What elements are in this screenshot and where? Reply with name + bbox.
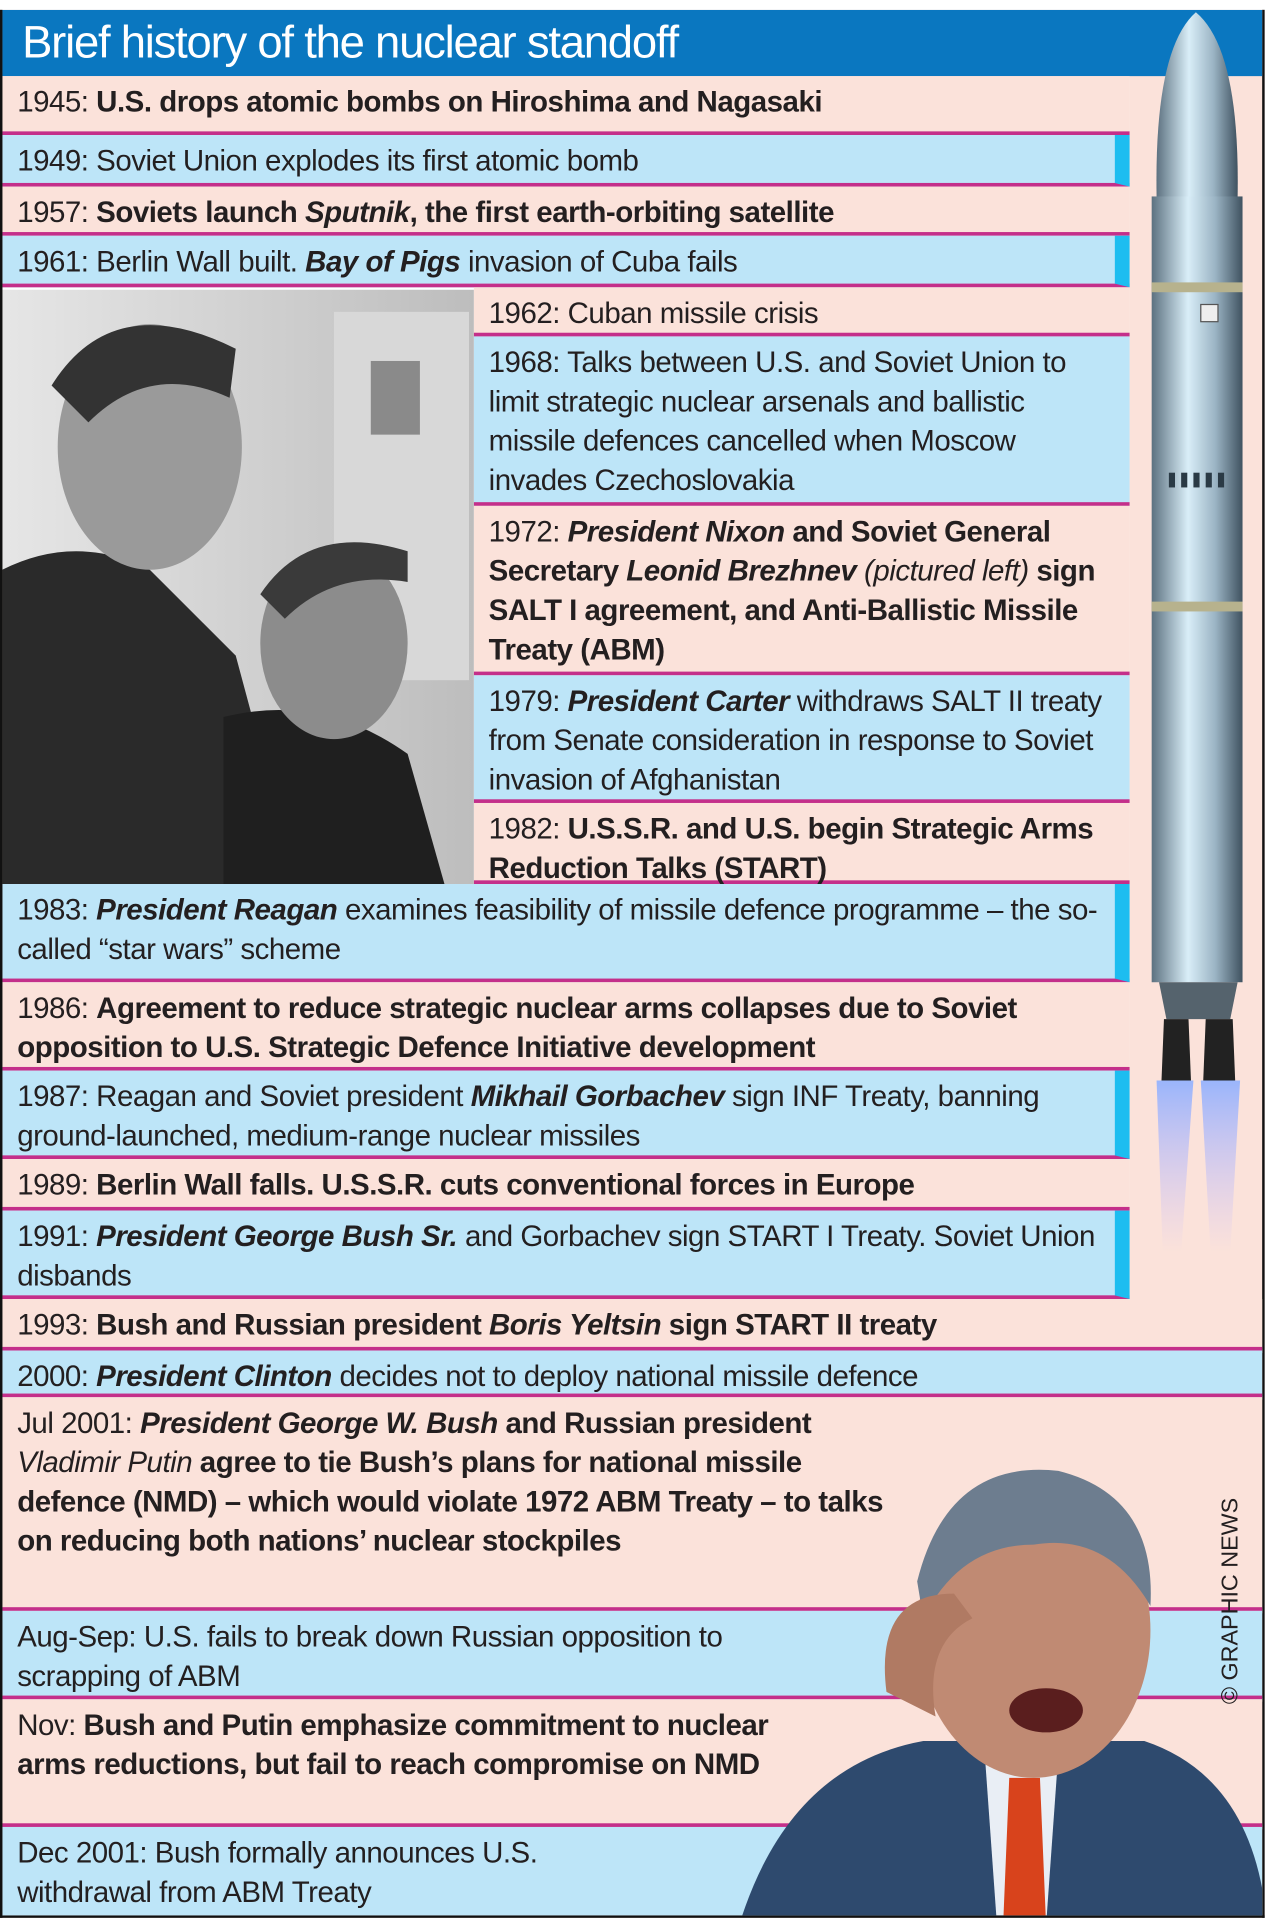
entry-text-segment: President Clinton bbox=[96, 1360, 332, 1394]
timeline-entry: 1986: Agreement to reduce strategic nucl… bbox=[2, 982, 1130, 1071]
timeline-entry: 1945: U.S. drops atomic bombs on Hiroshi… bbox=[2, 76, 1130, 136]
entry-text-segment: 1983: bbox=[17, 893, 97, 927]
timeline-entry: 1982: U.S.S.R. and U.S. begin Strategic … bbox=[473, 802, 1130, 886]
entry-text-segment: withdraws SALT II treaty from Senate con… bbox=[488, 685, 1102, 797]
timeline-entry: 1968: Talks between U.S. and Soviet Unio… bbox=[473, 336, 1130, 506]
entry-text-segment: 1982: bbox=[488, 812, 568, 846]
entry-text-segment: 1957: bbox=[17, 196, 97, 230]
timeline-entry: 1949: Soviet Union explodes its first at… bbox=[2, 135, 1130, 187]
entry-text-segment: President George W. Bush bbox=[140, 1407, 498, 1441]
credit-text: © GRAPHIC NEWS bbox=[1217, 1497, 1244, 1705]
entry-text-segment: President Carter bbox=[567, 685, 790, 719]
copyright-credit: © GRAPHIC NEWS bbox=[1218, 1434, 1255, 1704]
entry-text-segment: Nov: bbox=[17, 1709, 84, 1743]
entry-text-segment: Vladimir Putin bbox=[17, 1446, 193, 1480]
george-w-bush-illustration bbox=[739, 1446, 1263, 1916]
entry-text-segment: U.S. drops atomic bombs on Hiroshima and… bbox=[96, 85, 823, 120]
entry-text-segment: 1961: Berlin Wall built. bbox=[17, 245, 306, 279]
timeline-entry: 2000: President Clinton decides not to d… bbox=[2, 1350, 1263, 1398]
timeline-entry: 1957: Soviets launch Sputnik, the first … bbox=[2, 186, 1130, 236]
entry-text-segment: Bush and Russian president bbox=[96, 1308, 489, 1342]
missile-illustration bbox=[1132, 10, 1262, 1253]
entry-text-segment: Agreement to reduce strategic nuclear ar… bbox=[17, 992, 1017, 1065]
timeline-entry: 1972: President Nixon and Soviet General… bbox=[473, 505, 1130, 676]
entry-text-segment: Dec 2001: Bush formally announces U.S. w… bbox=[17, 1836, 538, 1910]
entry-text-segment: 1972: bbox=[488, 515, 568, 549]
timeline-entry: 1983: President Reagan examines feasibil… bbox=[2, 884, 1130, 983]
entry-text-segment: and Gorbachev sign START I Treaty. Sovie… bbox=[17, 1220, 1095, 1293]
entry-text-segment: Bay of Pigs bbox=[305, 245, 461, 279]
entry-text-segment: 2000: bbox=[17, 1360, 97, 1394]
entry-text-segment: invasion of Cuba fails bbox=[460, 245, 738, 279]
entry-text-segment: Berlin Wall falls. U.S.S.R. cuts convent… bbox=[96, 1168, 915, 1203]
entry-text-segment: 1968: Talks between U.S. and Soviet Unio… bbox=[488, 346, 1067, 498]
entry-text-segment: 1945: bbox=[17, 85, 97, 120]
entry-text-segment: and Russian president bbox=[497, 1407, 812, 1441]
entry-text-segment: Soviets launch bbox=[96, 196, 305, 230]
timeline-entry: 1961: Berlin Wall built. Bay of Pigs inv… bbox=[2, 235, 1130, 288]
entry-text-segment: Sputnik bbox=[304, 196, 410, 230]
entry-text-segment: decides not to deploy national missile d… bbox=[331, 1360, 919, 1394]
entry-text-segment: Aug-Sep: U.S. fails to break down Russia… bbox=[17, 1620, 723, 1694]
timeline-entry: 1993: Bush and Russian president Boris Y… bbox=[2, 1299, 1263, 1351]
entry-text-segment: 1991: bbox=[17, 1220, 97, 1254]
page-title: Brief history of the nuclear standoff bbox=[22, 17, 679, 68]
timeline-entry: 1979: President Carter withdraws SALT II… bbox=[473, 675, 1130, 803]
nixon-brezhnev-photo bbox=[2, 287, 474, 885]
timeline-entry: 1987: Reagan and Soviet president Mikhai… bbox=[2, 1070, 1130, 1160]
infographic-frame: Brief history of the nuclear standoff 19… bbox=[0, 9, 1265, 1918]
entry-text-segment: 1987: Reagan and Soviet president bbox=[17, 1080, 471, 1114]
entry-text-segment: Jul 2001: bbox=[17, 1407, 141, 1441]
entry-text-segment: sign START II treaty bbox=[661, 1308, 937, 1342]
entry-text-segment: Boris Yeltsin bbox=[488, 1308, 662, 1342]
entry-text-segment: 1962: Cuban missile crisis bbox=[488, 297, 819, 331]
entry-text-segment: President Reagan bbox=[96, 893, 338, 927]
entry-text-segment: President George Bush Sr. bbox=[96, 1220, 458, 1254]
entry-text-segment: and Soviet General Secretary bbox=[488, 515, 1051, 589]
header-bar: Brief history of the nuclear standoff bbox=[2, 9, 1263, 77]
entry-text-segment: examines feasibility of missile defence … bbox=[17, 893, 1098, 967]
entry-text-segment: 1986: bbox=[17, 992, 97, 1026]
entry-text-segment: Leonid Brezhnev bbox=[626, 554, 857, 589]
timeline-entry: 1989: Berlin Wall falls. U.S.S.R. cuts c… bbox=[2, 1159, 1130, 1211]
entry-text-segment: 1989: bbox=[17, 1168, 97, 1203]
entry-text-segment: U.S.S.R. and U.S. begin Strategic Arms R… bbox=[488, 812, 1094, 886]
entry-text-segment: 1993: bbox=[17, 1308, 97, 1342]
entry-text-segment: Bush and Putin emphasize commitment to n… bbox=[17, 1709, 769, 1782]
entry-text-segment: Mikhail Gorbachev bbox=[470, 1080, 725, 1114]
entry-text-segment: 1979: bbox=[488, 685, 568, 719]
entry-text-segment: (pictured left) bbox=[856, 554, 1029, 589]
timeline-entry: 1962: Cuban missile crisis bbox=[473, 287, 1130, 337]
entry-text-segment: sign SALT I agreement, and Anti-Ballisti… bbox=[488, 554, 1096, 667]
entry-text-segment: President Nixon bbox=[567, 515, 785, 549]
entry-text-segment: agree to tie Bush’s plans for national m… bbox=[17, 1446, 883, 1559]
entry-text-segment: sign INF Treaty, banning ground-launched… bbox=[17, 1080, 1040, 1153]
timeline-entry: 1991: President George Bush Sr. and Gorb… bbox=[2, 1210, 1130, 1300]
entry-text-segment: 1949: Soviet Union explodes its first at… bbox=[17, 144, 639, 179]
entry-text-segment: , the first earth-orbiting satellite bbox=[409, 196, 835, 230]
